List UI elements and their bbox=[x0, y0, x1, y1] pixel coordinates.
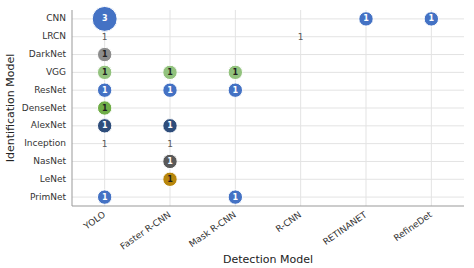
data-label: 1 bbox=[167, 121, 173, 130]
y-tick-label: LeNet bbox=[40, 174, 67, 184]
data-label: 1 bbox=[167, 68, 173, 77]
grid-line-y bbox=[72, 72, 464, 73]
grid-line-y bbox=[72, 143, 464, 144]
y-tick-label: CNN bbox=[46, 13, 66, 23]
data-label: 1 bbox=[233, 193, 239, 202]
data-label: 1 bbox=[102, 104, 108, 113]
x-tick-label: RefineDet bbox=[392, 209, 434, 243]
bubbles bbox=[92, 6, 438, 204]
data-label: 1 bbox=[298, 32, 304, 42]
data-label: 1 bbox=[167, 139, 173, 149]
y-axis-line bbox=[72, 10, 73, 206]
bubble bbox=[163, 172, 177, 186]
bubble bbox=[97, 83, 111, 97]
bubble bbox=[97, 119, 111, 133]
x-tick-label: Faster R-CNN bbox=[118, 209, 172, 251]
x-tick-label: Mask R-CNN bbox=[187, 209, 238, 249]
grid-line-y bbox=[72, 179, 464, 180]
data-label: 1 bbox=[102, 32, 108, 42]
data-label: 1 bbox=[167, 175, 173, 184]
grid-line-y bbox=[72, 125, 464, 126]
bubble bbox=[163, 119, 177, 133]
y-tick-label: NasNet bbox=[33, 156, 66, 166]
grid-line-y bbox=[72, 90, 464, 91]
chart: YOLO Faster R-CNN Mask R-CNN R-CNN RETINANET… bbox=[0, 0, 474, 268]
bubble bbox=[97, 47, 111, 61]
bubble bbox=[97, 65, 111, 79]
data-label: 1 bbox=[102, 193, 108, 202]
data-labels: 3 1 1 1 1 1 1 1 1 1 1 1 1 1 1 1 1 1 1 1 1 bbox=[102, 14, 435, 201]
data-label: 1 bbox=[102, 121, 108, 130]
x-tick-label: R-CNN bbox=[274, 209, 303, 234]
data-label: 1 bbox=[233, 68, 239, 77]
y-tick-label: VGG bbox=[46, 67, 66, 77]
grid-line-y bbox=[72, 197, 464, 198]
grid bbox=[72, 10, 464, 206]
bubble bbox=[424, 12, 438, 26]
y-tick-label: Inception bbox=[24, 138, 66, 148]
data-label: 1 bbox=[167, 157, 173, 166]
x-axis-title: Detection Model bbox=[223, 253, 313, 266]
bubble bbox=[97, 101, 111, 115]
data-label: 1 bbox=[167, 86, 173, 95]
data-label: 1 bbox=[429, 14, 435, 23]
data-label: 1 bbox=[102, 139, 108, 149]
grid-line-y bbox=[72, 161, 464, 162]
bubble bbox=[163, 83, 177, 97]
y-tick-label: LRCN bbox=[42, 31, 66, 41]
bubble bbox=[228, 65, 242, 79]
x-tick-label: RETINANET bbox=[321, 209, 369, 247]
data-label: 3 bbox=[102, 14, 108, 23]
data-label: 1 bbox=[102, 86, 108, 95]
grid-line-y bbox=[72, 18, 464, 19]
bubble bbox=[97, 190, 111, 204]
bubble bbox=[359, 12, 373, 26]
y-tick-label: PrimNet bbox=[30, 192, 67, 202]
bubble bbox=[228, 190, 242, 204]
grid-line-y bbox=[72, 108, 464, 109]
data-label: 1 bbox=[102, 68, 108, 77]
data-label: 1 bbox=[102, 50, 108, 59]
y-tick-label: DarkNet bbox=[29, 49, 67, 59]
bubble bbox=[163, 65, 177, 79]
grid-line-y bbox=[72, 54, 464, 55]
data-label: 1 bbox=[363, 14, 369, 23]
y-tick-label: AlexNet bbox=[31, 120, 67, 130]
grid-line-y bbox=[72, 36, 464, 37]
data-label: 1 bbox=[233, 86, 239, 95]
y-tick-label: ResNet bbox=[34, 85, 66, 95]
y-tick-label: DenseNet bbox=[22, 103, 67, 113]
bubble bbox=[228, 83, 242, 97]
bubble bbox=[163, 154, 177, 168]
x-tick-label: YOLO bbox=[81, 209, 107, 231]
x-axis-line bbox=[72, 206, 464, 207]
bubble bbox=[92, 6, 117, 31]
y-axis-title: Identification Model bbox=[4, 54, 17, 163]
